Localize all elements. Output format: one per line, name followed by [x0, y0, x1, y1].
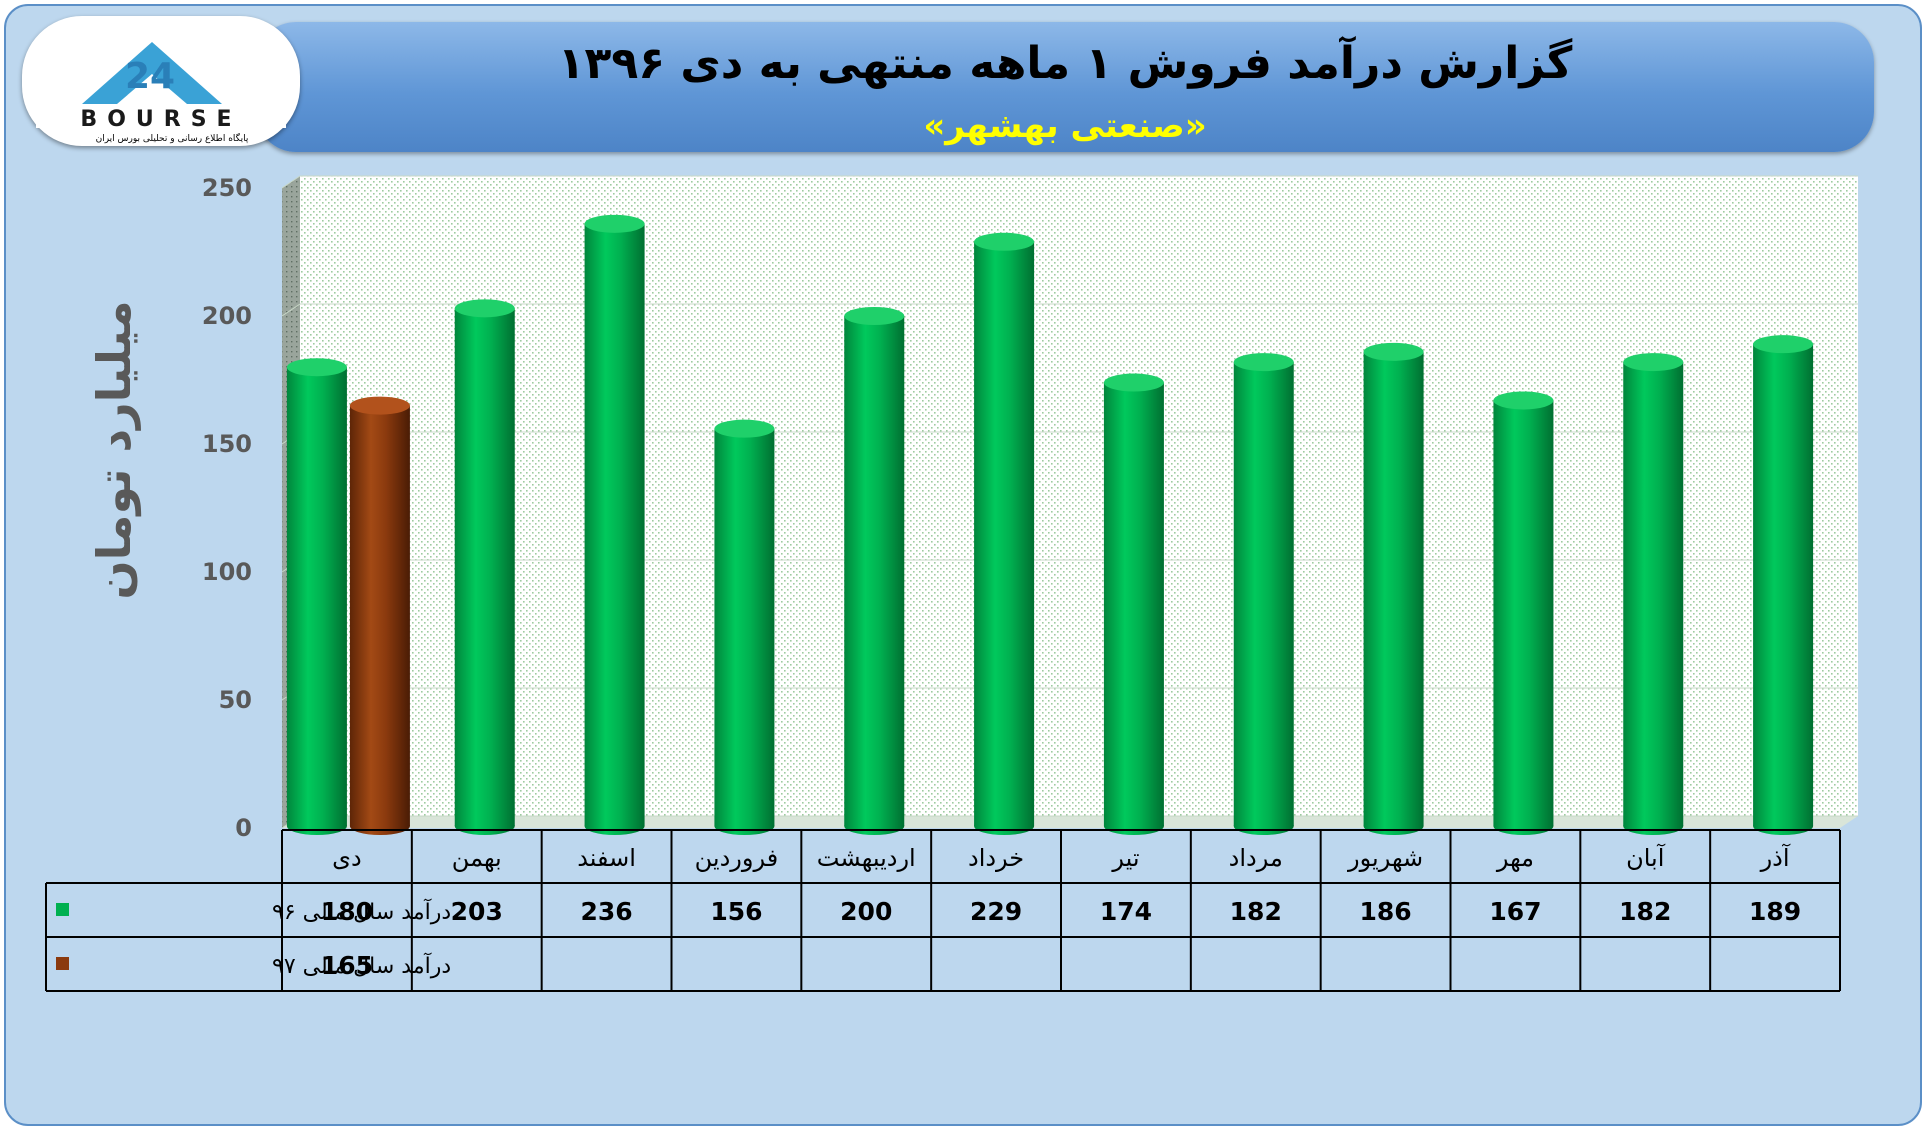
bar-s1-top	[1233, 353, 1294, 372]
bar-s1-body	[974, 241, 1035, 826]
y-tick-label: 200	[202, 302, 252, 330]
bar-s1-body	[1103, 382, 1164, 826]
bar-s1-body	[844, 316, 905, 826]
back-wall	[300, 176, 1858, 816]
bar-s1	[584, 214, 645, 835]
grid-line-side	[281, 303, 301, 317]
bar-s2-body	[349, 405, 410, 826]
legend-swatch	[56, 957, 69, 970]
legend-item: درآمد سال مالی ۹۷	[56, 952, 451, 979]
bar-s2-top	[349, 396, 410, 415]
bar-s1-body	[1363, 351, 1424, 826]
legend-item: درآمد سال مالی ۹۶	[56, 898, 451, 925]
bar-s1-body	[1753, 344, 1814, 826]
bar-s1	[1233, 353, 1294, 835]
x-tick-label: اسفند	[577, 844, 636, 872]
data-value: 229	[970, 897, 1022, 926]
bar-s1-body	[1233, 362, 1294, 826]
x-tick-label: مرداد	[1229, 844, 1283, 872]
data-value: 189	[1749, 897, 1801, 926]
data-value: 203	[451, 897, 503, 926]
data-value: 180	[321, 897, 373, 926]
bar-s1	[1103, 373, 1164, 835]
bar-s1-body	[1493, 400, 1554, 826]
x-tick-label: تیر	[1111, 844, 1139, 872]
bar-s1-body	[286, 367, 347, 826]
x-tick-label: بهمن	[452, 844, 502, 872]
floor	[282, 816, 1858, 828]
bar-s1-top	[1363, 342, 1424, 361]
y-tick-label: 150	[202, 430, 252, 458]
data-value: 156	[710, 897, 762, 926]
data-value: 165	[321, 951, 373, 980]
bar-s1-top	[974, 232, 1035, 251]
bar-s1-top	[454, 299, 515, 318]
bar-s1-top	[584, 214, 645, 233]
bar-s1-body	[454, 308, 515, 826]
bar-s1	[1493, 391, 1554, 835]
chart-title: گزارش درآمد فروش ۱ ماهه منتهی به دی ۱۳۹۶	[557, 38, 1573, 89]
y-tick-label: 100	[202, 558, 252, 586]
bar-s2	[349, 396, 410, 835]
bar-s1	[1753, 335, 1814, 835]
logo: 24 BOURSE پایگاه اطلاع رسانی و تحلیلی بو…	[22, 16, 300, 146]
bar-s1-top	[1103, 373, 1164, 392]
logo-tagline: پایگاه اطلاع رسانی و تحلیلی بورس ایران	[95, 134, 249, 144]
data-value: 174	[1100, 897, 1152, 926]
bar-s1	[286, 358, 347, 835]
logo-mark: 24 BOURSE	[36, 42, 286, 132]
bar-s1-body	[584, 223, 645, 827]
grid-line-side	[281, 175, 301, 189]
bar-s1-top	[1493, 391, 1554, 410]
bar-s1	[454, 299, 515, 835]
x-tick-label: اردیبهشت	[817, 844, 916, 872]
bar-s1-body	[1623, 362, 1684, 826]
x-tick-label: فروردین	[695, 844, 779, 872]
y-tick-label: 0	[235, 814, 252, 842]
svg-text:24: 24	[125, 56, 175, 97]
legend-label: درآمد سال مالی ۹۶	[272, 898, 451, 925]
logo-text: BOURSE	[80, 107, 241, 132]
bar-s1-top	[714, 419, 775, 438]
plot-area	[282, 176, 1858, 828]
title-banner: گزارش درآمد فروش ۱ ماهه منتهی به دی ۱۳۹۶…	[256, 22, 1874, 152]
data-table: دی بهمن اسفند فروردین اردیبهشت خرداد تیر مرداد ش…	[45, 829, 1841, 992]
grid-lines	[281, 175, 1858, 829]
bar-s1-body	[714, 428, 775, 826]
x-tick-label: دی	[332, 844, 361, 872]
x-tick-label: مهر	[1496, 844, 1534, 872]
chart-subtitle: «صنعتی بهشهر»	[923, 106, 1207, 146]
y-tick-label: 50	[219, 686, 252, 714]
bar-s1	[974, 232, 1035, 835]
bar-s1	[1623, 353, 1684, 835]
data-value: 236	[580, 897, 632, 926]
legend-label: درآمد سال مالی ۹۷	[272, 952, 451, 979]
data-value: 182	[1230, 897, 1282, 926]
x-tick-label: شهریور	[1347, 844, 1423, 872]
legend-swatch	[56, 903, 69, 916]
x-tick-label: خرداد	[968, 844, 1024, 872]
bar-s1-top	[844, 307, 905, 325]
data-value: 182	[1619, 897, 1671, 926]
bar-s1-top	[1753, 335, 1814, 354]
data-value: 200	[840, 897, 892, 926]
bar-s1	[844, 307, 905, 835]
data-value: 167	[1489, 897, 1541, 926]
y-tick-label: 250	[202, 174, 252, 202]
bar-s1-top	[1623, 353, 1684, 372]
data-value: 186	[1359, 897, 1411, 926]
bar-s1-top	[286, 358, 347, 377]
x-tick-label: آذر	[1760, 843, 1791, 872]
x-tick-label: آبان	[1626, 843, 1666, 872]
y-axis-ticks: 0 50 100 150 200 250	[202, 174, 252, 842]
bar-s1	[1363, 342, 1424, 835]
bar-s1	[714, 419, 775, 835]
